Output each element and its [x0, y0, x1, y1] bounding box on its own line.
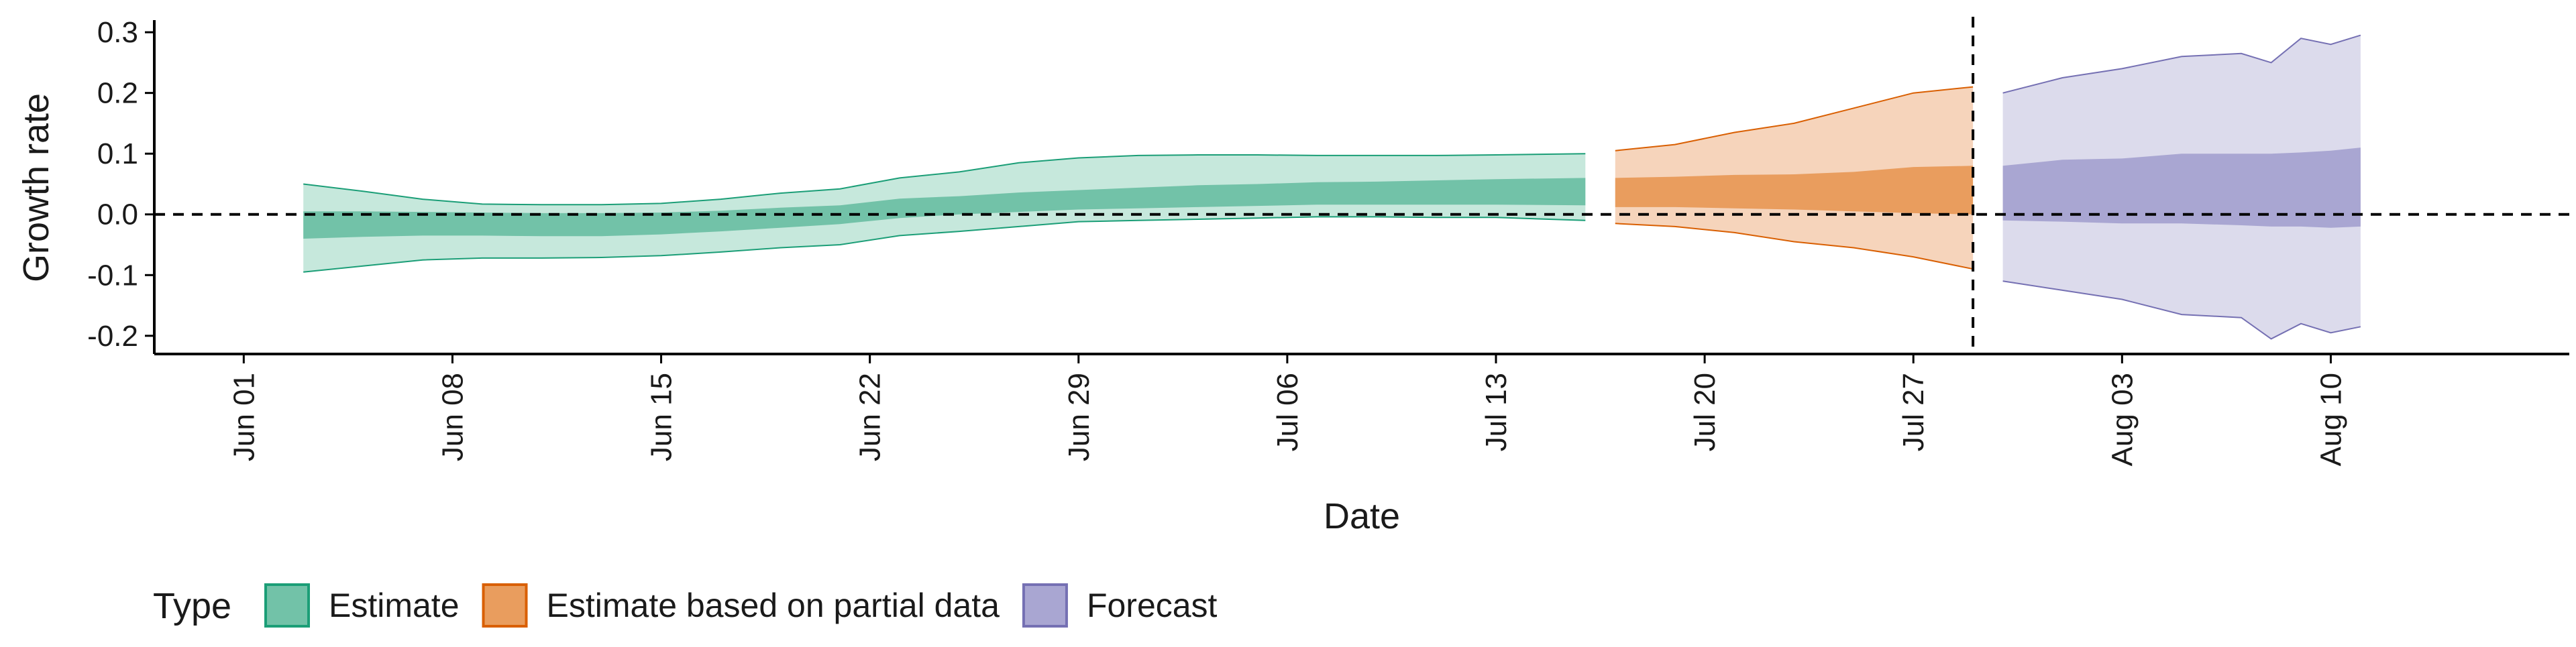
forecast-lower-edge [2002, 280, 2361, 340]
x-tick-label: Jul 06 [1271, 373, 1304, 451]
legend-key-estimate-based-on-partial-data [482, 583, 528, 628]
y-tick-label: 0.1 [97, 137, 138, 170]
y-tick-label: -0.1 [87, 259, 138, 292]
estimate-lower-edge [303, 216, 1586, 273]
x-tick-label: Jul 27 [1897, 373, 1930, 451]
x-tick-label: Jul 20 [1688, 373, 1721, 451]
x-tick-label: Jun 15 [645, 373, 678, 461]
axes: 0.3 0.2 0.1 0.0 -0.1 -0.2 Jun 01 Jun 08 Jun 15 Ju… [87, 16, 2569, 466]
y-tick-label: 0.2 [97, 77, 138, 110]
legend-label-estimate: Estimate [329, 587, 460, 624]
y-tick-label: 0.0 [97, 198, 138, 231]
y-tick-label: -0.2 [87, 320, 138, 353]
x-tick-label: Jun 29 [1063, 373, 1095, 461]
estimate-inner-band [303, 178, 1586, 239]
legend-key-forecast [1022, 583, 1068, 628]
x-axis-title: Date [1324, 496, 1400, 536]
y-axis-title: Growth rate [16, 93, 56, 282]
legend: Type Estimate Estimate based on partial d… [153, 583, 1218, 628]
forecast-upper-edge [2002, 34, 2361, 94]
legend-title: Type [153, 586, 231, 626]
estimate-based-on-partial-data-inner-band [1615, 166, 1974, 215]
axis-labels: Growth rate Date [16, 93, 1400, 536]
reference-lines [154, 17, 2569, 354]
x-tick-label: Jun 01 [227, 373, 260, 461]
forecast-inner-band [2002, 148, 2361, 228]
legend-label-forecast: Forecast [1087, 587, 1218, 624]
x-tick-label: Aug 03 [2106, 373, 2139, 466]
estimate-upper-edge [303, 153, 1586, 206]
legend-key-estimate [264, 583, 310, 628]
y-tick-label: 0.3 [97, 16, 138, 49]
estimate-based-on-partial-data-lower-edge [1615, 223, 1974, 270]
estimate-based-on-partial-data-upper-edge [1615, 86, 1974, 152]
ribbon-bands [303, 34, 2361, 340]
x-tick-label: Jun 22 [854, 373, 887, 461]
x-tick-label: Jun 08 [436, 373, 469, 461]
x-tick-label: Jul 13 [1480, 373, 1513, 451]
legend-label-estimate-based-on-partial-data: Estimate based on partial data [547, 587, 1000, 624]
x-tick-label: Aug 10 [2314, 373, 2347, 466]
